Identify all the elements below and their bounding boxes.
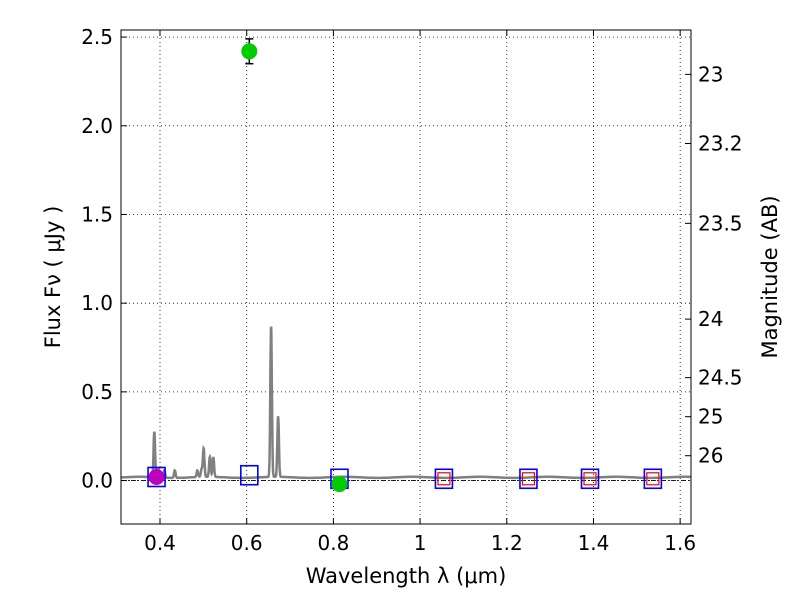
right-tick-label: 24.5 <box>698 366 743 390</box>
right-tick-label: 25 <box>698 405 723 429</box>
model-photometry-square <box>434 468 454 490</box>
y-tick-label: 2.0 <box>81 114 113 138</box>
y-tick-label: 2.5 <box>81 25 113 49</box>
y-tick-label: 0.0 <box>81 469 113 493</box>
right-tick-label: 24 <box>698 307 723 331</box>
observed-limit-square <box>521 472 536 486</box>
x-tick-label: 0.6 <box>231 531 263 555</box>
y-axis-label: Flux Fν ( μJy ) <box>41 206 65 349</box>
observed-flux-point <box>241 43 258 60</box>
model-photometry-square <box>519 468 538 490</box>
x-tick-label: 1.2 <box>491 531 523 555</box>
y-tick-label: 0.5 <box>81 380 113 404</box>
observed-limit-square <box>646 472 660 486</box>
x-tick-label: 1.4 <box>578 531 610 555</box>
y-tick-label: 1.0 <box>81 291 113 315</box>
x-tick-label: 0.4 <box>144 531 176 555</box>
right-tick-label: 23.5 <box>698 211 743 235</box>
observed-limit-square <box>583 472 597 486</box>
plot-area <box>121 38 691 493</box>
x-tick-label: 0.8 <box>317 531 349 555</box>
observed-limit-square <box>437 472 451 486</box>
plot-frame <box>120 29 692 525</box>
y-tick-label: 1.5 <box>81 202 113 226</box>
x-axis-label: Wavelength λ (μm) <box>306 564 507 588</box>
right-tick-label: 23 <box>698 62 723 86</box>
y-axis-right-label: Magnitude (AB) <box>758 195 782 358</box>
ticks: 0.4 0.6 0.8 1 1.2 1.4 1.6 0.0 0.5 1.0 1.5 2.0 2.5 23 2… <box>81 25 742 555</box>
observed-flux-point <box>331 476 348 493</box>
model-photometry-square <box>643 468 663 490</box>
observed-flux-point <box>148 468 165 485</box>
x-tick-label: 1 <box>414 531 427 555</box>
right-tick-label: 23.2 <box>698 132 743 156</box>
x-tick-label: 1.6 <box>664 531 696 555</box>
model-photometry-square <box>147 466 166 488</box>
model-photometry-square <box>580 468 600 490</box>
right-tick-label: 26 <box>698 444 723 468</box>
model-photometry-square <box>240 464 259 486</box>
plot-background <box>121 30 691 524</box>
